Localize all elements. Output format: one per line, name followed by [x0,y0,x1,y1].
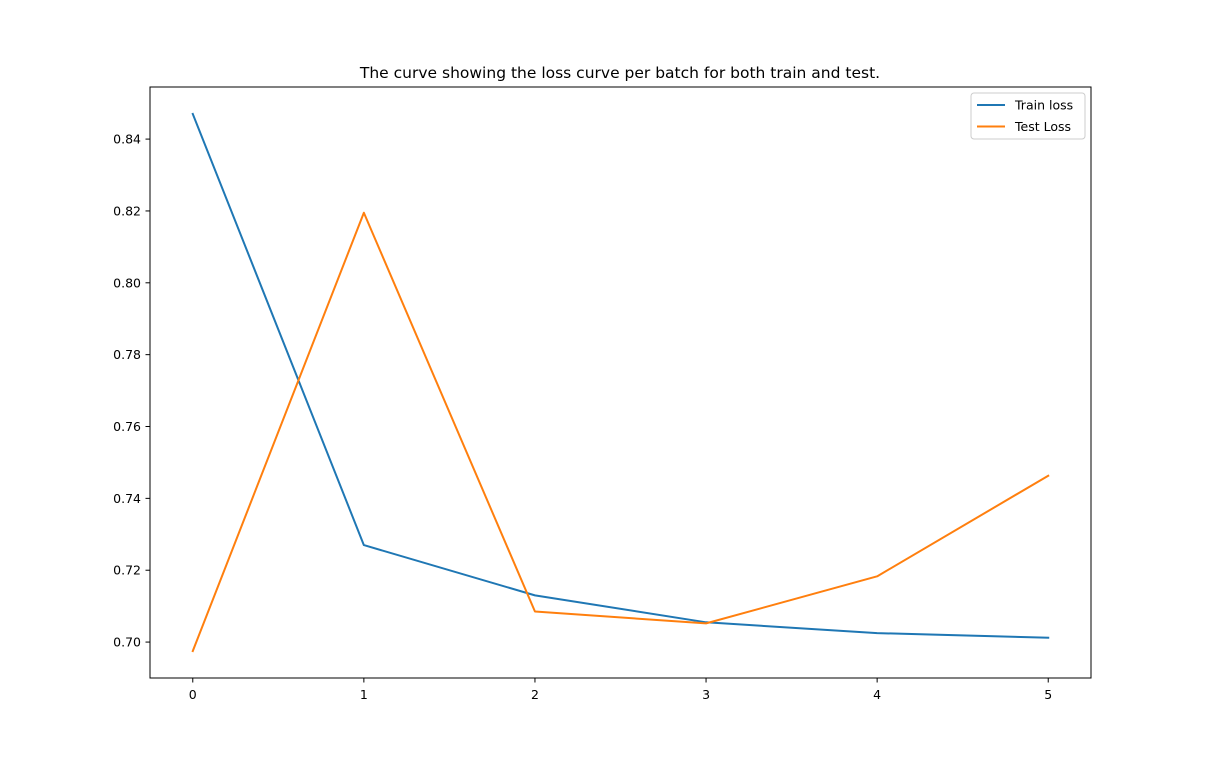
axes-frame [149,86,1092,679]
y-tick-label: 0.76 [113,419,141,434]
x-tick-label: 5 [1044,687,1052,702]
plot-lines [191,112,1050,653]
legend-label: Train loss [1014,98,1073,113]
x-tick-label: 0 [189,687,197,702]
legend: Train loss Test Loss [970,92,1086,140]
x-tick-label: 2 [531,687,539,702]
y-tick-label: 0.72 [113,563,141,578]
y-tick-label: 0.78 [113,347,141,362]
series-line-train-loss [191,112,1050,639]
legend-label: Test Loss [1014,119,1071,134]
x-tick-label: 3 [702,687,710,702]
y-tick-label: 0.80 [113,275,141,290]
y-tick-label: 0.70 [113,635,141,650]
x-axis: 0 1 2 3 4 5 [189,678,1052,702]
y-tick-label: 0.84 [113,132,141,147]
x-tick-label: 1 [360,687,368,702]
y-axis: 0.70 0.72 0.74 0.76 0.78 0.80 0.82 0.84 [113,132,150,650]
chart-title: The curve showing the loss curve per bat… [359,64,880,82]
y-tick-label: 0.74 [113,491,141,506]
y-tick-label: 0.82 [113,203,141,218]
series-line-test-loss [191,211,1050,653]
x-tick-label: 4 [873,687,881,702]
